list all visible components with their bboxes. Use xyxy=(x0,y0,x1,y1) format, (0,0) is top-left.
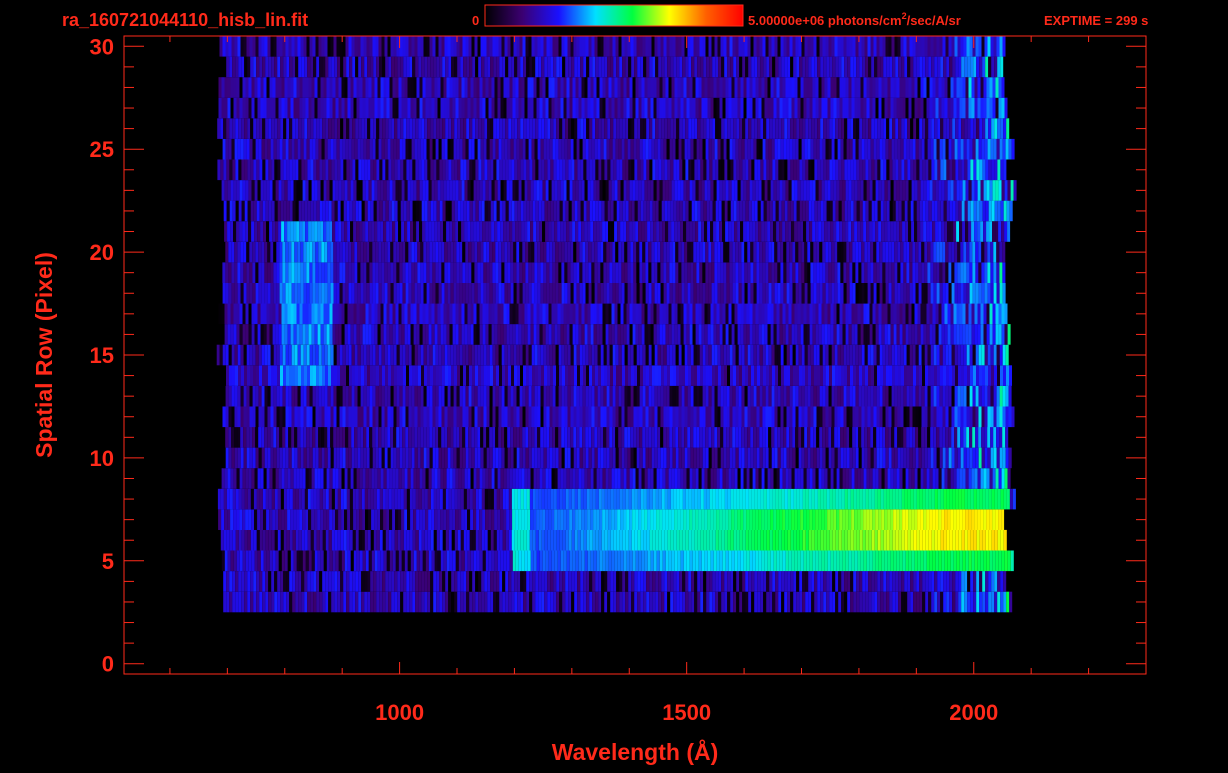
heatmap-row xyxy=(217,118,1009,139)
heatmap-row xyxy=(222,468,1011,489)
heatmap-row xyxy=(223,283,1006,304)
colorbar-max-label: 5.00000e+06 photons/cm2/sec/A/sr xyxy=(748,11,961,28)
x-tick-label: 1500 xyxy=(662,700,711,725)
heatmap-row xyxy=(225,242,1005,263)
heatmap-row xyxy=(223,448,1012,469)
y-tick-label: 15 xyxy=(90,343,114,368)
colorbar-min-label: 0 xyxy=(472,13,479,28)
x-tick-label: 2000 xyxy=(949,700,998,725)
heatmap-row xyxy=(224,221,1010,242)
heatmap-row xyxy=(226,365,1012,386)
heatmap-row xyxy=(223,139,1015,160)
heatmap-row xyxy=(221,530,1007,551)
heatmap-row xyxy=(223,592,1012,613)
exptime-label: EXPTIME = 299 s xyxy=(1044,13,1148,28)
heatmap-row xyxy=(219,304,1008,325)
y-axis-title: Spatial Row (Pixel) xyxy=(31,252,57,458)
heatmap-row xyxy=(220,36,1006,57)
y-tick-label: 25 xyxy=(90,137,114,162)
x-tick-label: 1000 xyxy=(375,700,424,725)
heatmap-row xyxy=(223,571,1006,592)
heatmap-row xyxy=(222,180,1017,201)
heatmap-row xyxy=(226,57,1003,78)
y-tick-label: 20 xyxy=(90,240,114,265)
heatmap-row xyxy=(222,551,1014,572)
colorbar xyxy=(485,5,743,26)
y-tick-label: 0 xyxy=(102,652,114,677)
heatmap-row xyxy=(219,77,1005,98)
colorbar-max-label-suffix: /sec/A/sr xyxy=(907,13,961,28)
heatmap-row xyxy=(226,386,1012,407)
y-tick-label: 30 xyxy=(90,34,114,59)
heatmap-row xyxy=(217,160,1006,181)
heatmap-row xyxy=(217,345,1009,366)
heatmap-row xyxy=(225,324,1011,345)
x-axis-title: Wavelength (Å) xyxy=(552,738,719,765)
y-tick-label: 10 xyxy=(90,446,114,471)
heatmap-row xyxy=(218,509,1004,530)
y-tick-label: 5 xyxy=(102,549,114,574)
heatmap-row xyxy=(224,201,1013,222)
heatmap-image xyxy=(217,36,1017,612)
filename-title: ra_160721044110_hisb_lin.fit xyxy=(62,10,308,30)
colorbar-max-label-prefix: 5.00000e+06 photons/cm xyxy=(748,13,902,28)
heatmap-row xyxy=(225,427,1008,448)
heatmap-row xyxy=(218,489,1016,510)
heatmap-row xyxy=(219,98,1008,119)
heatmap-row xyxy=(222,262,1005,283)
heatmap-row xyxy=(223,407,1015,428)
